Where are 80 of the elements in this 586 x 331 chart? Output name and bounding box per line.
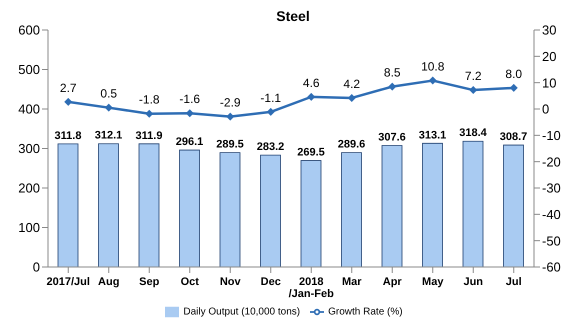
point xyxy=(226,112,234,121)
y-tick-label: 500 xyxy=(18,62,40,78)
bar xyxy=(58,143,78,267)
data-label: -1.8 xyxy=(138,92,160,107)
point xyxy=(348,94,356,102)
y-tick-label: 600 xyxy=(18,22,40,38)
data-label: 4.2 xyxy=(343,76,360,91)
x-tick-label: Nov xyxy=(220,276,242,288)
point xyxy=(428,76,437,85)
point xyxy=(145,110,154,118)
bar xyxy=(462,140,484,267)
bar xyxy=(422,142,443,267)
bar xyxy=(341,152,362,267)
data-label: 296.1 xyxy=(176,136,204,148)
point xyxy=(186,109,194,118)
bar xyxy=(382,145,402,267)
chart-title: Steel xyxy=(275,8,311,24)
y-tick-label: 300 xyxy=(18,141,40,156)
point xyxy=(388,82,396,91)
bar xyxy=(179,150,200,267)
data-label: -1.1 xyxy=(260,90,282,105)
data-label: 4.6 xyxy=(302,76,320,90)
bar xyxy=(300,160,322,267)
data-label: 8.5 xyxy=(384,66,401,80)
x-tick-label: Aug xyxy=(98,276,120,288)
x-tick-label: Dec xyxy=(260,276,281,288)
x-tick-label: 2018 /Jan-Feb xyxy=(288,276,334,300)
data-label: 307.6 xyxy=(378,132,406,144)
y2-tick-label: -20 xyxy=(542,154,561,170)
x-tick-label: Apr xyxy=(382,276,402,288)
point xyxy=(266,108,275,116)
y2-tick-label: 30 xyxy=(542,22,556,38)
data-label: 283.2 xyxy=(256,141,284,154)
x-tick-label: May xyxy=(422,276,444,288)
bar xyxy=(260,154,281,267)
y2-tick-label: -30 xyxy=(542,180,561,196)
data-label: 8.0 xyxy=(505,66,522,81)
data-label: 318.4 xyxy=(459,127,488,140)
x-tick-label: Jul xyxy=(506,276,522,288)
y2-tick-label: -40 xyxy=(542,206,561,222)
y2-tick-label: -50 xyxy=(542,233,561,248)
data-label: 289.5 xyxy=(216,138,244,151)
bar xyxy=(503,144,524,267)
y2-tick-label: 0 xyxy=(542,102,550,117)
x-tick-label: Sep xyxy=(139,276,160,288)
data-label: 308.7 xyxy=(500,131,528,144)
point xyxy=(104,104,113,112)
data-label: 289.6 xyxy=(338,138,366,151)
y2-tick-label: 10 xyxy=(542,75,556,90)
y2-tick-label: -60 xyxy=(542,260,561,275)
bar xyxy=(98,143,119,267)
data-label: 312.1 xyxy=(94,130,122,142)
point xyxy=(307,92,316,101)
data-label: 2.7 xyxy=(60,80,77,95)
point xyxy=(469,86,478,94)
data-label: -2.9 xyxy=(220,96,241,110)
y-tick-label: 200 xyxy=(18,180,40,196)
y2-tick-label: -10 xyxy=(542,128,561,143)
data-label: 313.1 xyxy=(418,129,446,142)
bar xyxy=(220,152,240,267)
legend-label: Daily Output (10,000 tons) xyxy=(183,306,300,318)
x-tick-label: Oct xyxy=(180,276,200,288)
legend-label: Growth Rate (%) xyxy=(328,306,403,318)
x-tick-label: Jun xyxy=(463,276,484,288)
x-tick-label: Mar xyxy=(342,276,362,288)
data-label: -1.6 xyxy=(179,92,200,106)
data-label: 10.8 xyxy=(421,60,445,74)
x-tick-label: 2017/Jul xyxy=(46,276,90,288)
data-label: 311.8 xyxy=(54,130,82,142)
data-label: 311.9 xyxy=(136,130,162,142)
y2-tick-label: 20 xyxy=(542,48,556,64)
y-tick-label: 400 xyxy=(18,102,40,117)
point xyxy=(64,98,72,106)
y-tick-label: 0 xyxy=(32,260,40,275)
data-label: 7.2 xyxy=(464,69,482,84)
bar xyxy=(138,143,160,267)
y-tick-label: 100 xyxy=(18,220,40,236)
point xyxy=(510,84,518,92)
data-label: 0.5 xyxy=(100,86,118,101)
data-label: 269.5 xyxy=(297,146,325,159)
